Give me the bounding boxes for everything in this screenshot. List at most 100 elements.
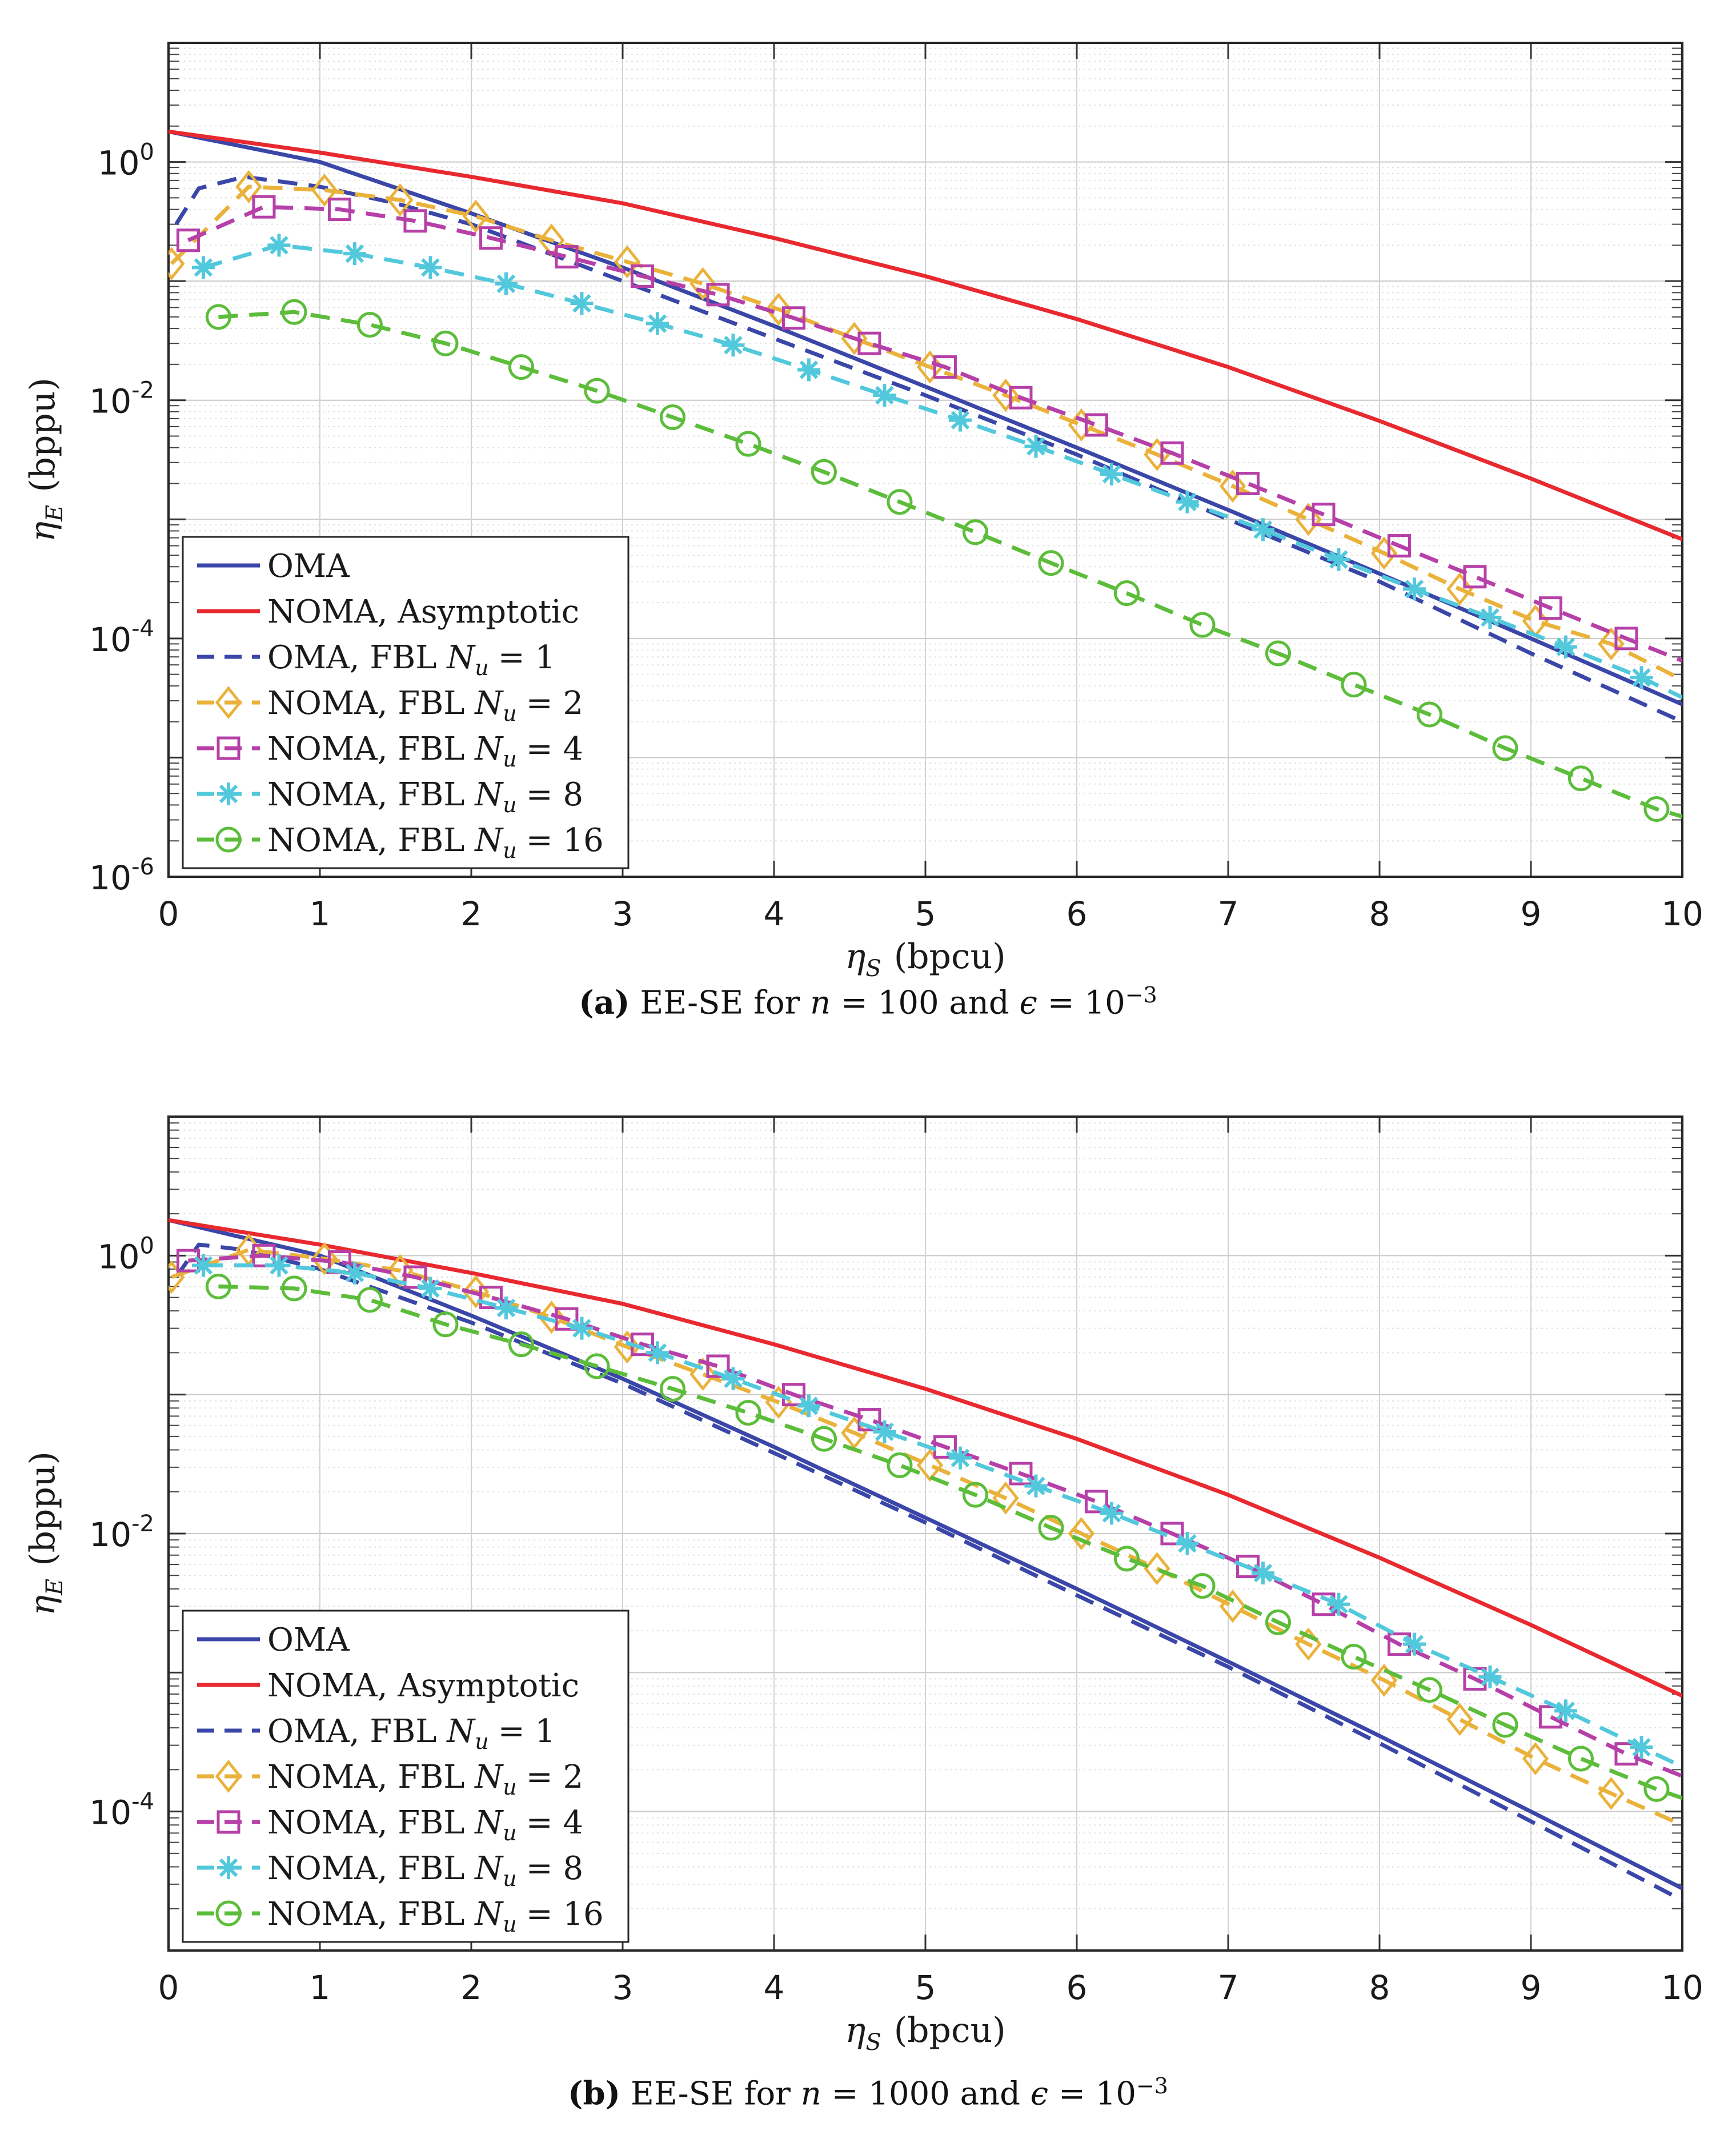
- y-tick-label: 10-4: [89, 1789, 154, 1832]
- data-point-marker: [1402, 1632, 1426, 1656]
- data-point-marker: [343, 242, 366, 266]
- data-point-marker: [584, 378, 610, 404]
- data-point-marker: [1567, 765, 1594, 792]
- x-tick-label: 2: [461, 1968, 482, 2007]
- series-noma-fbl-n-u-8: [191, 234, 1682, 700]
- series-line: [169, 129, 1682, 541]
- data-point-marker: [1341, 672, 1367, 698]
- data-point-marker: [1038, 1515, 1064, 1541]
- data-point-marker: [1598, 627, 1625, 661]
- x-tick-label: 1: [310, 894, 331, 933]
- series-noma-fbl-n-u-8: [191, 1254, 1682, 1769]
- legend-label: OMA: [267, 1622, 350, 1659]
- data-point-marker: [857, 331, 881, 355]
- data-point-marker: [962, 1482, 988, 1508]
- data-point-marker: [630, 264, 654, 288]
- series-oma-fbl-n-u-1: [174, 1242, 1682, 1903]
- data-point-marker: [873, 1420, 896, 1443]
- data-point-marker: [387, 183, 414, 217]
- series-line: [174, 175, 1682, 724]
- x-tick-label: 10: [1661, 894, 1703, 933]
- x-tick-label: 10: [1661, 1968, 1703, 2007]
- legend-item: NOMA, FBL Nu = 16: [197, 822, 604, 863]
- x-tick-label: 9: [1521, 894, 1542, 933]
- caption-n-value: = 1000 and: [831, 2075, 1020, 2113]
- data-point-marker: [1614, 627, 1638, 651]
- caption-label: (b): [567, 2074, 621, 2113]
- data-point-marker: [1189, 1573, 1216, 1599]
- data-point-marker: [781, 306, 805, 330]
- data-point-marker: [811, 1426, 837, 1452]
- data-point-marker: [1463, 565, 1487, 589]
- data-point-marker: [797, 358, 820, 382]
- data-point-marker: [1113, 1546, 1140, 1572]
- data-point-marker: [508, 1331, 534, 1358]
- legend-label: NOMA, FBL Nu = 8: [267, 776, 583, 817]
- data-point-marker: [570, 292, 594, 315]
- data-point-marker: [1251, 1562, 1274, 1585]
- data-point-marker: [706, 1354, 730, 1378]
- data-point-marker: [1370, 536, 1398, 570]
- series-oma: [169, 1218, 1682, 1891]
- data-point-marker: [281, 1275, 307, 1302]
- data-point-marker: [614, 245, 641, 279]
- series-noma-fbl-n-u-4: [176, 195, 1682, 663]
- legend-marker: [217, 736, 240, 760]
- data-point-marker: [659, 1376, 685, 1402]
- caption-epsilon-symbol: ϵ: [1019, 984, 1037, 1022]
- data-point-marker: [1567, 1745, 1594, 1772]
- legend-item: OMA, FBL Nu = 1: [197, 1713, 555, 1754]
- data-point-marker: [735, 431, 761, 457]
- data-point-marker: [419, 1277, 442, 1300]
- x-axis-label: ηS (bpcu): [845, 2010, 1005, 2056]
- data-point-marker: [811, 459, 837, 485]
- caption-epsilon-symbol: ϵ: [1030, 2075, 1049, 2113]
- caption-n-symbol: n: [810, 984, 831, 1022]
- data-point-marker: [992, 1481, 1019, 1515]
- data-point-marker: [1341, 1644, 1367, 1670]
- data-point-marker: [797, 1394, 820, 1418]
- y-tick-label: 10-2: [89, 1511, 154, 1554]
- x-tick-label: 8: [1369, 894, 1390, 933]
- data-point-marker: [462, 199, 490, 233]
- legend-label: OMA, FBL Nu = 1: [267, 639, 555, 680]
- legend-marker: [217, 782, 240, 805]
- data-point-marker: [721, 1367, 745, 1390]
- data-point-marker: [1492, 1712, 1518, 1738]
- data-point-marker: [933, 1435, 957, 1459]
- data-point-marker: [403, 209, 427, 233]
- data-point-marker: [646, 312, 669, 335]
- x-tick-label: 5: [915, 1968, 936, 2007]
- data-point-marker: [765, 292, 792, 326]
- x-tick-label: 9: [1521, 1968, 1542, 2007]
- series-noma-asymptotic: [169, 129, 1682, 541]
- x-tick-label: 4: [764, 1968, 785, 2007]
- data-point-marker: [1416, 1677, 1442, 1703]
- data-point-marker: [1024, 1474, 1048, 1498]
- series-line: [187, 204, 1682, 663]
- data-point-marker: [494, 1297, 518, 1320]
- caption-b: (b) EE-SE for n = 1000 and ϵ = 10−3: [0, 2073, 1736, 2113]
- data-point-marker: [555, 1307, 579, 1331]
- series-line: [218, 310, 1682, 818]
- data-point-marker: [432, 1311, 459, 1338]
- data-point-marker: [205, 304, 231, 330]
- data-point-marker: [962, 519, 988, 545]
- data-point-marker: [721, 334, 745, 357]
- chart-b: 0 1 2 3 4 5 6 7 8 9 10 100 10-2 10-4 ηS (bpcu) ηE(bppu) O…: [23, 1115, 1703, 2056]
- y-tick-label: 100: [98, 139, 154, 183]
- legend-label: OMA: [267, 548, 350, 585]
- data-point-marker: [1024, 435, 1048, 458]
- legend-item: OMA: [197, 1622, 350, 1659]
- legend-label: OMA, FBL Nu = 1: [267, 1713, 555, 1754]
- data-point-marker: [343, 1261, 366, 1285]
- caption-epsilon-value: = 10: [1058, 2075, 1136, 2113]
- legend-item: NOMA, FBL Nu = 8: [197, 776, 583, 817]
- data-point-marker: [1387, 534, 1411, 558]
- legend-item: NOMA, FBL Nu = 16: [197, 1896, 604, 1937]
- data-point-marker: [570, 1317, 594, 1340]
- x-tick-label: 4: [764, 894, 785, 933]
- data-point-marker: [508, 354, 534, 380]
- legend-item: NOMA, FBL Nu = 2: [197, 685, 583, 726]
- axes-box: [167, 42, 1683, 878]
